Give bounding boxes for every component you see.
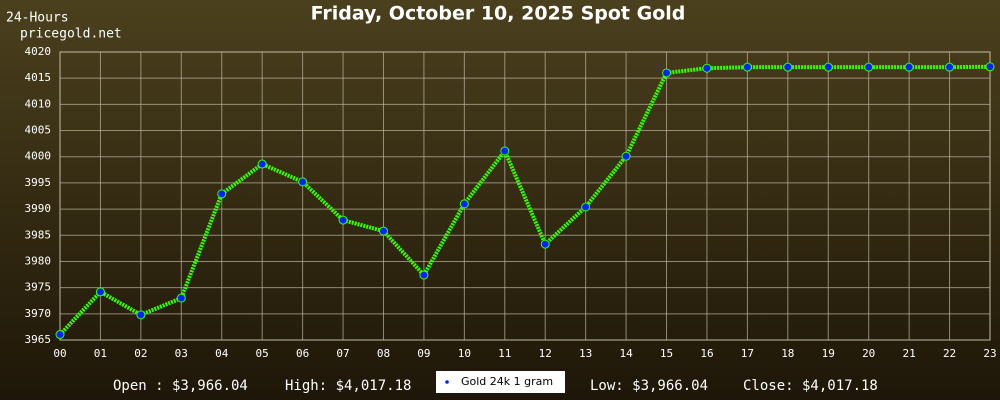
x-tick-label: 10 [458, 347, 471, 360]
x-tick-label: 02 [134, 347, 147, 360]
point [459, 199, 469, 209]
point [500, 146, 510, 156]
x-tick-label: 04 [215, 347, 229, 360]
x-tick-label: 17 [741, 347, 754, 360]
point [298, 177, 308, 187]
x-tick-label: 01 [94, 347, 107, 360]
point [378, 226, 388, 236]
x-tick-label: 08 [377, 347, 390, 360]
x-tick-label: 12 [539, 347, 552, 360]
x-tick-label: 22 [943, 347, 956, 360]
legend-box [436, 371, 565, 393]
footer-open: Open : $3,966.04 [113, 378, 248, 394]
y-tick-label: 3990 [25, 202, 52, 215]
x-tick-label: 07 [336, 347, 349, 360]
y-tick-label: 3985 [25, 228, 52, 241]
footer-high: High: $4,017.18 [285, 378, 411, 394]
footer-low: Low: $3,966.04 [590, 378, 708, 394]
x-tick-label: 19 [822, 347, 835, 360]
y-tick-label: 4000 [25, 150, 52, 163]
x-tick-label: 18 [781, 347, 794, 360]
footer-close: Close: $4,017.18 [743, 378, 878, 394]
y-tick-label: 3995 [25, 176, 52, 189]
point [621, 151, 631, 161]
x-tick-label: 16 [700, 347, 713, 360]
point [742, 62, 752, 72]
y-tick-label: 3965 [25, 333, 52, 346]
x-tick-label: 20 [862, 347, 875, 360]
legend-label: Gold 24k 1 gram [461, 375, 553, 388]
x-tick-label: 03 [175, 347, 188, 360]
y-tick-label: 4020 [25, 45, 52, 58]
point [338, 215, 348, 225]
x-tick-label: 23 [983, 347, 996, 360]
x-tick-label: 09 [417, 347, 430, 360]
point [540, 239, 550, 249]
y-tick-label: 4015 [25, 71, 52, 84]
x-tick-label: 15 [660, 347, 673, 360]
point [945, 62, 955, 72]
corner-label: 24-Hours [6, 11, 69, 26]
price-line [58, 64, 991, 336]
x-tick-label: 05 [256, 347, 269, 360]
x-tick-label: 06 [296, 347, 309, 360]
y-tick-label: 4010 [25, 97, 52, 110]
point [419, 270, 429, 280]
x-tick-label: 14 [619, 347, 633, 360]
x-tick-label: 00 [53, 347, 66, 360]
point [55, 330, 65, 340]
y-tick-label: 3970 [25, 307, 52, 320]
chart-title: Friday, October 10, 2025 Spot Gold [311, 3, 686, 25]
point [95, 287, 105, 297]
legend-marker [445, 380, 449, 384]
point [823, 62, 833, 72]
y-tick-label: 3980 [25, 254, 52, 267]
point [904, 62, 914, 72]
point [985, 62, 995, 72]
x-tick-label: 13 [579, 347, 592, 360]
point [136, 310, 146, 320]
point [176, 293, 186, 303]
point [702, 63, 712, 73]
point [783, 62, 793, 72]
point [257, 159, 267, 169]
point [662, 68, 672, 78]
y-tick-label: 3975 [25, 281, 52, 294]
x-tick-label: 21 [903, 347, 916, 360]
point [581, 202, 591, 212]
x-tick-label: 11 [498, 347, 511, 360]
point [864, 62, 874, 72]
corner-label: pricegold.net [20, 27, 122, 42]
y-tick-label: 4005 [25, 124, 52, 137]
point [217, 189, 227, 199]
